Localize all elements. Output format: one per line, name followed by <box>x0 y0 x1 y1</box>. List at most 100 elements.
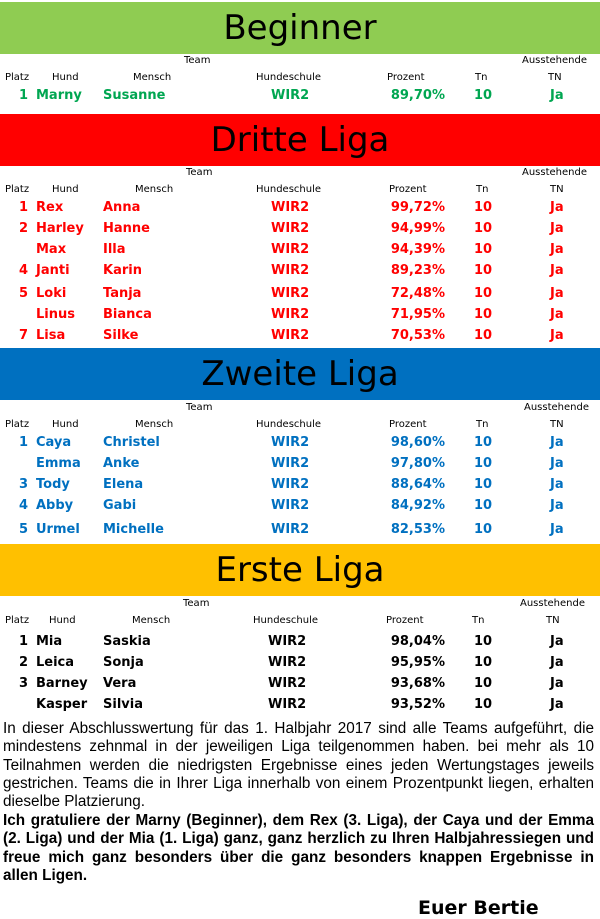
cell-tn: 10 <box>474 522 493 537</box>
dritte-ausstehende-header: Ausstehende <box>522 167 587 178</box>
cell-place: 5 <box>18 522 28 537</box>
cell-flag: Ja <box>550 634 564 649</box>
dritte-table-row: 1 Rex Anna WIR2 99,72% 10 Ja <box>0 200 600 220</box>
cell-school: WIR2 <box>271 88 310 103</box>
cell-place: 1 <box>18 634 28 649</box>
cell-place: 7 <box>18 328 28 343</box>
cell-flag: Ja <box>550 477 564 492</box>
erste-table-row: 3 Barney Vera WIR2 93,68% 10 Ja <box>0 676 600 696</box>
dritte-table-row: 7 Lisa Silke WIR2 70,53% 10 Ja <box>0 328 600 348</box>
cell-pct: 82,53% <box>390 522 445 537</box>
cell-school: WIR2 <box>268 634 307 649</box>
cell-tn: 10 <box>474 307 493 322</box>
cell-dog: Urmel <box>36 522 80 537</box>
cell-school: WIR2 <box>268 676 307 691</box>
erste-hund-header: Hund <box>49 615 76 626</box>
erste-liga-title: Erste Liga <box>215 550 385 590</box>
beginner-title: Beginner <box>223 8 377 48</box>
cell-place: 1 <box>18 200 28 215</box>
cell-human: Michelle <box>103 522 164 537</box>
cell-place: 2 <box>18 221 28 236</box>
cell-place: 4 <box>18 263 28 278</box>
zweite-liga-title: Zweite Liga <box>201 354 399 394</box>
cell-tn: 10 <box>474 477 493 492</box>
cell-flag: Ja <box>550 456 564 471</box>
cell-school: WIR2 <box>271 435 310 450</box>
cell-tn: 10 <box>474 221 493 236</box>
cell-pct: 97,80% <box>390 456 445 471</box>
cell-pct: 93,68% <box>390 676 445 691</box>
cell-school: WIR2 <box>271 328 310 343</box>
cell-dog: Leica <box>36 655 75 670</box>
beginner-platz-header: Platz <box>5 72 30 83</box>
beginner-tn-header: Tn <box>475 72 488 83</box>
cell-pct: 98,60% <box>390 435 445 450</box>
cell-place: 1 <box>18 435 28 450</box>
cell-tn: 10 <box>474 263 493 278</box>
erste-mensch-header: Mensch <box>132 615 171 626</box>
dritte-prozent-header: Prozent <box>389 184 427 195</box>
zweite-team-header: Team <box>186 402 213 413</box>
cell-school: WIR2 <box>271 307 310 322</box>
cell-human: Christel <box>103 435 160 450</box>
dritte-team-header: Team <box>186 167 213 178</box>
cell-dog: Lisa <box>36 328 66 343</box>
cell-dog: Marny <box>36 88 82 103</box>
cell-human: Silke <box>103 328 139 343</box>
erste-table-row: 1 Mia Saskia WIR2 98,04% 10 Ja <box>0 634 600 654</box>
erste-table-row: 2 Leica Sonja WIR2 95,95% 10 Ja <box>0 655 600 675</box>
zweite-table-row: Emma Anke WIR2 97,80% 10 Ja <box>0 456 600 476</box>
cell-pct: 71,95% <box>390 307 445 322</box>
zweite-tn2-header: TN <box>550 419 564 430</box>
explanation-paragraph: In dieser Abschlusswertung für das 1. Ha… <box>3 720 594 811</box>
signature: Euer Bertie <box>418 897 539 919</box>
zweite-ausstehende-header: Ausstehende <box>524 402 589 413</box>
cell-human: Gabi <box>103 498 137 513</box>
dritte-tn-header: Tn <box>476 184 489 195</box>
cell-pct: 94,39% <box>390 242 445 257</box>
cell-flag: Ja <box>550 263 564 278</box>
cell-dog: Kasper <box>36 697 88 712</box>
erste-tn-header: Tn <box>472 615 485 626</box>
cell-tn: 10 <box>474 242 493 257</box>
cell-pct: 93,52% <box>390 697 445 712</box>
cell-human: Hanne <box>103 221 150 236</box>
beginner-prozent-header: Prozent <box>387 72 425 83</box>
cell-tn: 10 <box>474 697 493 712</box>
zweite-hund-header: Hund <box>52 419 79 430</box>
cell-pct: 70,53% <box>390 328 445 343</box>
beginner-table-row: 1 Marny Susanne WIR2 89,70% 10 Ja <box>0 88 600 108</box>
cell-place: 1 <box>18 88 28 103</box>
dritte-table-row: 2 Harley Hanne WIR2 94,99% 10 Ja <box>0 221 600 241</box>
beginner-team-header: Team <box>184 55 211 66</box>
beginner-hundeschule-header: Hundeschule <box>256 72 322 83</box>
cell-school: WIR2 <box>271 477 310 492</box>
dritte-table-row: Linus Bianca WIR2 71,95% 10 Ja <box>0 307 600 327</box>
cell-human: Illa <box>103 242 126 257</box>
cell-school: WIR2 <box>271 263 310 278</box>
dritte-mensch-header: Mensch <box>135 184 174 195</box>
cell-human: Saskia <box>103 634 151 649</box>
cell-human: Sonja <box>103 655 144 670</box>
cell-flag: Ja <box>550 286 564 301</box>
cell-dog: Abby <box>36 498 74 513</box>
cell-dog: Rex <box>36 200 64 215</box>
erste-liga-banner: Erste Liga <box>0 544 600 596</box>
cell-human: Anna <box>103 200 141 215</box>
erste-table-row: Kasper Silvia WIR2 93,52% 10 Ja <box>0 697 600 717</box>
cell-flag: Ja <box>550 221 564 236</box>
cell-dog: Emma <box>36 456 81 471</box>
zweite-hundeschule-header: Hundeschule <box>256 419 322 430</box>
cell-place: 2 <box>18 655 28 670</box>
cell-human: Silvia <box>103 697 143 712</box>
cell-dog: Janti <box>36 263 70 278</box>
cell-dog: Max <box>36 242 67 257</box>
dritte-table-row: 4 Janti Karin WIR2 89,23% 10 Ja <box>0 263 600 283</box>
zweite-table-row: 5 Urmel Michelle WIR2 82,53% 10 Ja <box>0 522 600 542</box>
beginner-ausstehende-header: Ausstehende <box>522 55 587 66</box>
cell-flag: Ja <box>550 676 564 691</box>
cell-school: WIR2 <box>268 655 307 670</box>
cell-human: Tanja <box>103 286 142 301</box>
cell-dog: Mia <box>36 634 63 649</box>
cell-pct: 84,92% <box>390 498 445 513</box>
